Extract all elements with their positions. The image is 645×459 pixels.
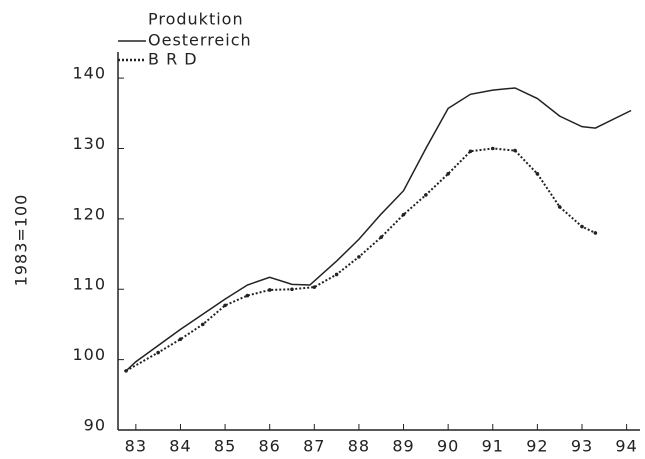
series-marker — [593, 231, 598, 235]
x-tick-label: 94 — [615, 437, 637, 456]
series-marker — [245, 293, 250, 298]
x-tick-label: 86 — [259, 437, 281, 456]
y-axis-label: 1983=100 — [12, 194, 31, 287]
x-tick-label: 84 — [169, 437, 191, 456]
series-marker — [312, 285, 317, 289]
y-tick-label: 110 — [72, 275, 106, 294]
y-tick-label: 140 — [72, 64, 106, 83]
legend-title: Produktion — [148, 10, 244, 29]
x-tick-label: 93 — [571, 437, 593, 456]
series-marker — [200, 322, 205, 327]
y-tick-label: 90 — [84, 416, 106, 435]
series-marker — [178, 337, 183, 342]
series-marker — [401, 212, 406, 217]
series-marker — [535, 172, 540, 176]
legend-label: Oesterreich — [148, 31, 252, 50]
legend-label: B R D — [148, 50, 198, 69]
series-line — [125, 87, 632, 372]
y-tick-label: 100 — [72, 345, 106, 364]
series-marker — [513, 148, 517, 153]
series-marker — [580, 224, 584, 229]
x-tick-label: 92 — [526, 437, 548, 456]
x-tick-label: 89 — [392, 437, 414, 456]
series-marker — [490, 146, 495, 151]
series-marker — [267, 288, 272, 292]
x-tick-label: 83 — [125, 437, 147, 456]
series-marker — [379, 235, 384, 239]
x-tick-label: 85 — [214, 437, 236, 456]
series-marker — [468, 149, 473, 154]
series-marker — [156, 350, 160, 355]
series-marker — [290, 287, 294, 292]
series-marker — [424, 193, 428, 197]
y-tick-label: 130 — [72, 134, 106, 153]
series-marker — [446, 172, 450, 176]
series-marker — [557, 205, 562, 209]
y-tick-label: 120 — [72, 204, 106, 223]
series-line — [125, 147, 596, 372]
series-marker — [223, 303, 227, 308]
x-tick-label: 87 — [303, 437, 325, 456]
series-marker — [357, 255, 361, 259]
x-tick-label: 88 — [348, 437, 370, 456]
x-tick-label: 90 — [437, 437, 459, 456]
series-marker — [124, 369, 128, 373]
series-marker — [334, 272, 339, 277]
x-tick-label: 91 — [482, 437, 504, 456]
